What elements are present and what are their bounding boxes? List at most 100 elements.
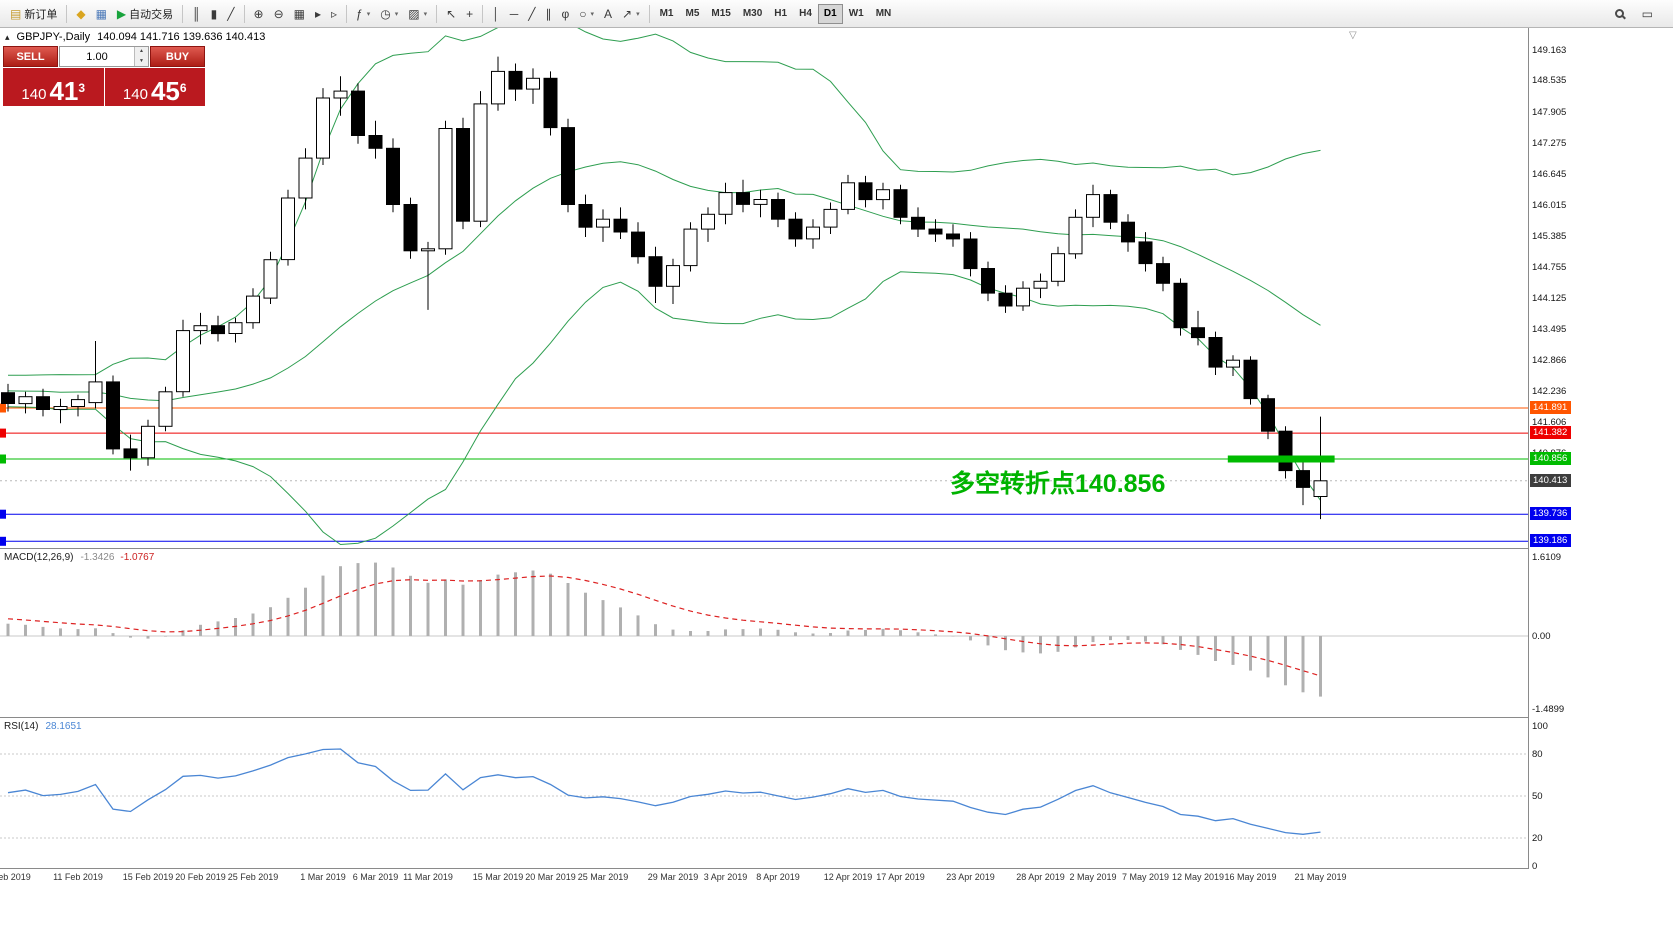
crosshair-button[interactable]: + [461, 3, 478, 25]
candle [998, 285, 1013, 313]
rsi-axis-label: 80 [1532, 749, 1543, 760]
toolbar-separator [66, 4, 68, 23]
buy-price-button[interactable]: 140 45 6 [104, 68, 205, 106]
macd-label: MACD(12,26,9) -1.3426 -1.0767 [4, 552, 154, 563]
periods-button[interactable]: ◷ [375, 3, 403, 25]
text-button[interactable]: A [599, 3, 617, 25]
timeframe-m5-button[interactable]: M5 [679, 4, 705, 24]
new-order-button[interactable]: ▤ 新订单 [5, 3, 62, 25]
candle [578, 194, 593, 237]
volume-down-button[interactable]: ▼ [135, 56, 148, 66]
timeframe-d1-button[interactable]: D1 [817, 3, 843, 24]
search-button[interactable] [1610, 3, 1629, 25]
cursor-button[interactable]: ↖ [441, 3, 461, 25]
macd-chart[interactable] [0, 549, 1528, 717]
price-level-tag: 140.856 [1530, 451, 1572, 465]
line-chart-button[interactable]: ╱ [222, 3, 239, 25]
timeframe-group: M1 M5 M15 M30 H1 H4 D1 W1 MN [654, 3, 898, 24]
timeframe-m1-button[interactable]: M1 [654, 4, 680, 24]
panel-separator[interactable] [0, 548, 1673, 549]
macd-axis-label: 0.00 [1532, 630, 1551, 642]
horizontal-line-button[interactable]: ─ [505, 3, 524, 25]
timeframe-m15-button[interactable]: M15 [705, 4, 736, 24]
rsi-chart[interactable] [0, 718, 1528, 868]
symbol-name: GBPJPY-,Daily [16, 31, 91, 43]
candle [1173, 278, 1188, 336]
sell-price-button[interactable]: 140 41 3 [3, 68, 104, 106]
vertical-line-button[interactable]: │ [487, 3, 505, 25]
candlestick-chart-button[interactable]: ▮ [206, 3, 223, 25]
date-label: 25 Feb 2019 [227, 872, 279, 882]
date-label: 2 May 2019 [1069, 872, 1117, 882]
volume-up-button[interactable]: ▲ [135, 47, 148, 57]
zoom-in-button[interactable]: ⊕ [249, 3, 269, 25]
macd-signal-value: -1.0767 [120, 552, 155, 563]
timeframe-mn-button[interactable]: MN [870, 4, 898, 24]
toolbar-group: ║ ▮ ╱ [187, 3, 239, 25]
indicators-button[interactable]: ƒ [351, 3, 375, 25]
auto-scroll-button[interactable]: ▸ [310, 3, 326, 25]
data-window-icon: ▭ [1641, 6, 1653, 21]
templates-button[interactable]: ▨ [403, 3, 432, 25]
rsi-panel[interactable]: RSI(14) 28.1651 [0, 718, 1528, 868]
autotrading-button[interactable]: ▶ 自动交易 [112, 3, 178, 25]
shapes-button[interactable]: ○ [574, 3, 599, 25]
toolbar-separator [346, 4, 348, 23]
price-level-line[interactable] [0, 509, 1528, 519]
date-label: 11 Mar 2019 [403, 872, 453, 882]
candle [176, 319, 190, 397]
candle [526, 68, 540, 104]
chart-shift-button[interactable]: ▹ [326, 3, 342, 25]
candle [981, 261, 995, 302]
date-label: 29 Mar 2019 [647, 872, 699, 882]
price-chart-panel[interactable]: ▴ GBPJPY-,Daily 140.094 141.716 139.636 … [0, 28, 1528, 548]
fibonacci-button[interactable]: φ [556, 3, 574, 25]
toolbar-separator [243, 4, 245, 23]
candle [1226, 355, 1240, 376]
candle [736, 179, 750, 213]
grid-button[interactable]: ▦ [289, 3, 310, 25]
trendline-button[interactable]: ╱ [523, 3, 540, 25]
buy-button[interactable]: BUY [150, 46, 205, 67]
data-window-button[interactable]: ▭ [1637, 3, 1658, 25]
arrows-button[interactable]: ↗ [617, 3, 645, 25]
volume-box: ▲ ▼ [59, 46, 149, 67]
timeframe-h4-button[interactable]: H4 [793, 4, 818, 24]
periods-icon: ◷ [380, 6, 391, 21]
templates-icon: ▨ [408, 6, 420, 21]
rsi-name: RSI(14) [4, 721, 39, 732]
bar-chart-button[interactable]: ║ [187, 3, 206, 25]
date-label: 28 Apr 2019 [1016, 872, 1065, 882]
price-level-tag: 141.891 [1530, 400, 1572, 414]
timeframe-h1-button[interactable]: H1 [768, 4, 793, 24]
equidistant-channel-button[interactable]: ∥ [540, 3, 556, 25]
volume-input[interactable] [60, 47, 134, 66]
chart-title-bar: ▴ GBPJPY-,Daily 140.094 141.716 139.636 … [5, 31, 265, 43]
macd-histogram [6, 562, 1322, 697]
candlestick-chart[interactable] [0, 28, 1528, 548]
timeframe-m30-button[interactable]: M30 [737, 4, 768, 24]
price-level-line[interactable] [0, 536, 1528, 546]
macd-panel[interactable]: MACD(12,26,9) -1.3426 -1.0767 [0, 549, 1528, 717]
price-axis-label: 146.015 [1532, 199, 1567, 211]
panel-separator[interactable] [0, 717, 1673, 718]
price-level-line[interactable] [0, 403, 1528, 413]
candle [858, 175, 873, 208]
timeframe-w1-button[interactable]: W1 [843, 4, 870, 24]
one-click-toggle-icon[interactable]: ▴ [5, 31, 10, 42]
candle [193, 312, 208, 345]
candle [491, 56, 505, 111]
price-level-line[interactable] [0, 428, 1528, 438]
candle [53, 398, 68, 424]
candle [1261, 394, 1275, 440]
sell-button[interactable]: SELL [3, 46, 58, 67]
price-axis[interactable]: 149.163 148.535 147.905 147.275 146.645 146.0… [1529, 28, 1673, 872]
zoom-out-button[interactable]: ⊖ [269, 3, 289, 25]
buy-price-pip: 6 [179, 81, 187, 95]
price-axis-label: 142.866 [1532, 354, 1567, 366]
profiles-button[interactable]: ▦ [91, 3, 112, 25]
chart-window-button[interactable]: ◆ [71, 3, 90, 25]
candle [1051, 246, 1065, 287]
price-axis-label: 145.385 [1532, 230, 1567, 242]
